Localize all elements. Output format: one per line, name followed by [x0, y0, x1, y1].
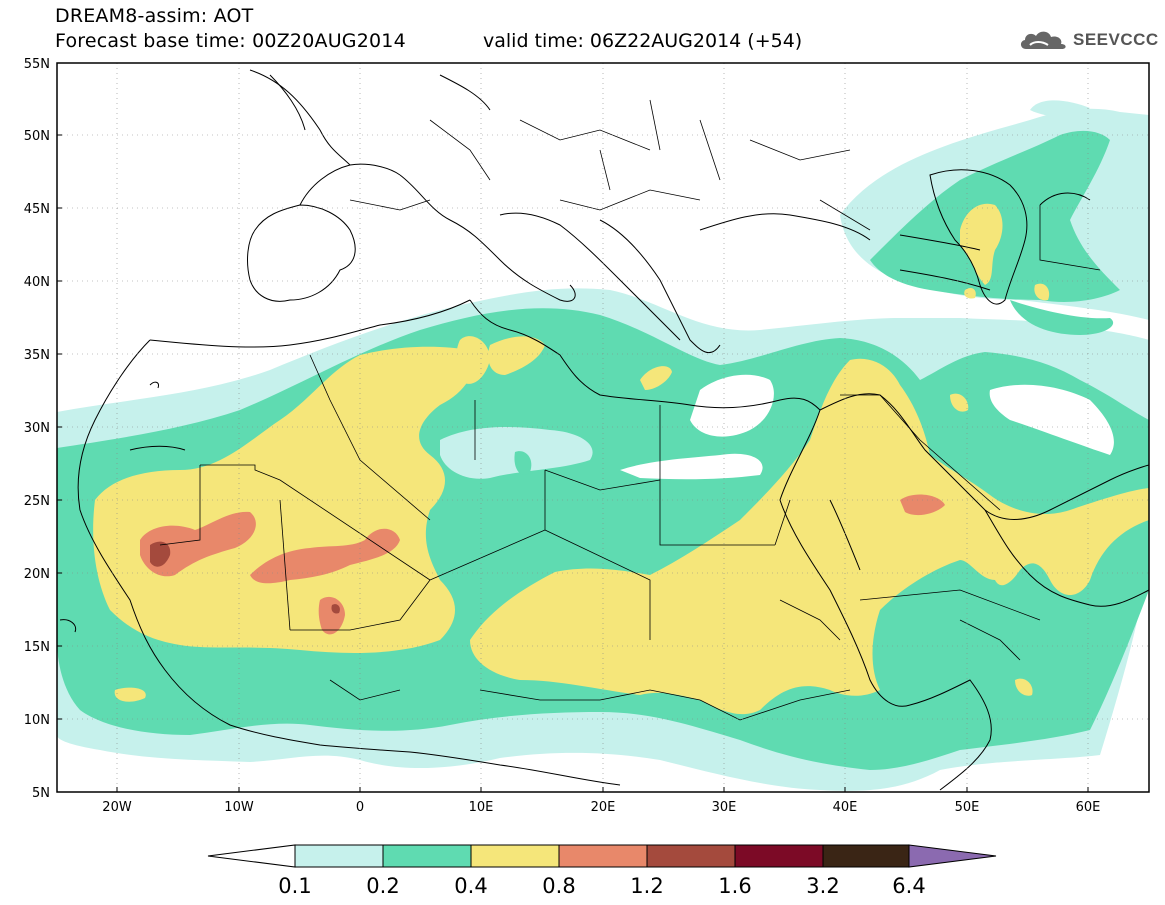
coastlines [59, 69, 1149, 791]
lon-label: 0 [356, 800, 364, 815]
lat-label: 50N [24, 129, 50, 144]
logo-text: SEEVCCC [1073, 30, 1159, 49]
lon-label: 60E [1076, 800, 1101, 815]
colorbar-label: 0.1 [278, 874, 311, 898]
lon-label: 10W [224, 800, 254, 815]
colorbar-swatch [294, 844, 384, 868]
colorbar-label: 6.4 [892, 874, 925, 898]
colorbar-label: 1.6 [718, 874, 751, 898]
aot-field [57, 63, 1149, 792]
latitude-labels: 5N 10N 15N 20N 25N 30N 35N 40N 45N 50N 5… [24, 57, 50, 801]
colorbar-swatch [382, 844, 472, 868]
longitude-labels: 20W 10W 0 10E 20E 30E 40E 50E 60E [102, 800, 1100, 815]
lat-label: 15N [24, 640, 50, 655]
lon-label: 20W [102, 800, 132, 815]
lon-label: 10E [469, 800, 494, 815]
lon-label: 40E [833, 800, 858, 815]
lat-label: 45N [24, 202, 50, 217]
colorbar-label: 3.2 [806, 874, 839, 898]
map-title: DREAM8-assim: AOT [55, 5, 254, 27]
gridlines [57, 63, 1149, 792]
cloud-icon [1020, 31, 1066, 49]
colorbar-high-arrow [908, 844, 997, 868]
colorbar-label: 0.2 [366, 874, 399, 898]
lat-label: 10N [24, 713, 50, 728]
colorbar-swatch [822, 844, 910, 868]
lat-label: 55N [24, 57, 50, 72]
lon-label: 30E [712, 800, 737, 815]
colorbar-label: 0.8 [542, 874, 575, 898]
colorbar [207, 844, 997, 868]
lat-label: 5N [32, 786, 50, 801]
colorbar-low-arrow [207, 844, 296, 868]
aot-level-0.4 [93, 203, 1149, 715]
colorbar-swatch [558, 844, 648, 868]
country-borders [159, 99, 1101, 721]
valid-time: valid time: 06Z22AUG2014 (+54) [483, 30, 803, 52]
colorbar-label: 1.2 [630, 874, 663, 898]
colorbar-swatch [470, 844, 560, 868]
lat-label: 20N [24, 567, 50, 582]
lat-label: 40N [24, 275, 50, 290]
aot-level-0.8 [140, 494, 945, 635]
aot-level-1.2 [150, 541, 340, 614]
colorbar-swatch [734, 844, 824, 868]
lon-label: 20E [591, 800, 616, 815]
seevccc-logo: SEEVCCC [1018, 27, 1159, 53]
colorbar-labels: 0.1 0.2 0.4 0.8 1.2 1.6 3.2 6.4 [278, 874, 925, 898]
colorbar-swatch [646, 844, 736, 868]
lat-label: 35N [24, 348, 50, 363]
forecast-base-time: Forecast base time: 00Z20AUG2014 [55, 30, 406, 52]
tick-marks [57, 62, 1089, 793]
lat-label: 30N [24, 421, 50, 436]
lon-label: 50E [955, 800, 980, 815]
lat-label: 25N [24, 494, 50, 509]
colorbar-label: 0.4 [454, 874, 487, 898]
